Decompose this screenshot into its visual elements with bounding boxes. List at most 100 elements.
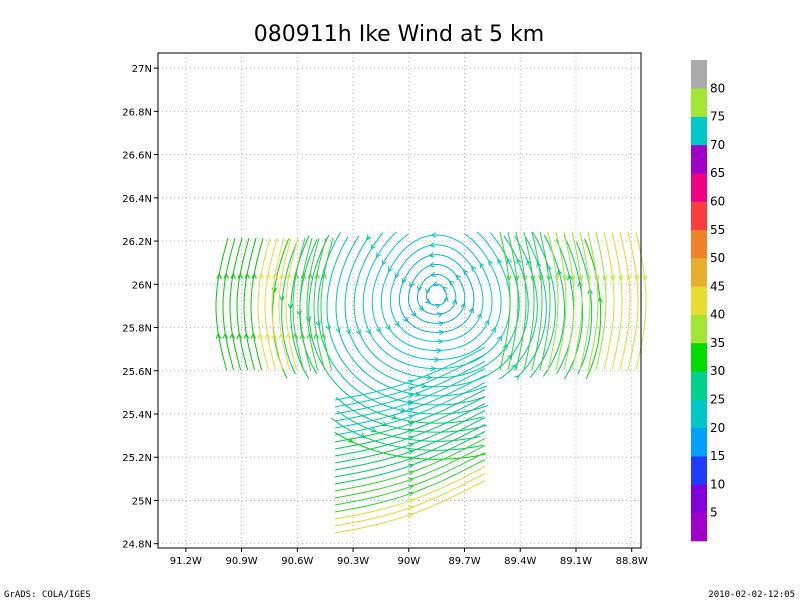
colorbar-label: 70 (710, 138, 725, 152)
x-tick-label: 91.2W (170, 556, 202, 567)
flow-arrow (243, 332, 250, 339)
colorbar-swatch (691, 286, 707, 315)
streamline (257, 237, 271, 371)
x-tick-label: 90W (397, 556, 420, 567)
x-tick-label: 89.1W (560, 556, 592, 567)
x-tick-label: 90.3W (337, 556, 369, 567)
flow-arrow (425, 288, 431, 295)
streamline (334, 445, 486, 499)
colorbar-swatch (691, 258, 707, 287)
flow-arrow (546, 275, 552, 282)
flow-arrow (416, 285, 423, 292)
colorbar-label: 25 (710, 393, 725, 407)
flow-arrow (407, 463, 415, 469)
colorbar-label: 30 (710, 364, 725, 378)
flow-arrow (497, 335, 503, 342)
x-tick-label: 88.8W (616, 556, 648, 567)
streamline (489, 232, 520, 296)
streamline (215, 237, 229, 371)
streamline (542, 295, 566, 377)
flow-arrow (554, 275, 560, 282)
streamline (320, 237, 334, 371)
flow-arrow (279, 295, 285, 302)
flow-arrow (286, 272, 292, 279)
streamline (278, 237, 292, 371)
flow-arrow (229, 332, 236, 339)
flow-arrow (578, 275, 584, 282)
flow-arrow (506, 257, 512, 264)
plot-frame (157, 52, 642, 549)
flow-arrow (437, 312, 444, 318)
flow-arrow (618, 275, 624, 282)
streamline (271, 237, 285, 371)
flow-arrow (470, 265, 477, 272)
streamline (292, 237, 306, 371)
streamline (499, 231, 511, 371)
flow-arrow (452, 298, 458, 305)
streamline (611, 231, 623, 371)
flow-arrow (428, 242, 435, 248)
flow-arrow (502, 344, 508, 351)
flow-arrow (335, 327, 341, 334)
flow-arrow (476, 312, 482, 319)
flow-arrow (401, 277, 407, 284)
streamline (334, 452, 486, 506)
flow-arrow (407, 386, 415, 392)
streamline (334, 389, 486, 443)
flow-arrow (602, 275, 608, 282)
flow-arrow (278, 332, 285, 339)
x-tick-label: 89.7W (448, 556, 480, 567)
y-tick-label: 26.6N (122, 151, 152, 162)
flow-arrow (407, 512, 415, 518)
flow-arrow (425, 298, 431, 305)
flow-arrow (223, 272, 229, 279)
streamline (285, 237, 299, 371)
flow-arrow (434, 303, 442, 309)
streamline (507, 231, 519, 371)
streamline (426, 283, 448, 306)
streamline (577, 295, 593, 375)
flow-arrow (325, 324, 331, 331)
streamline (334, 354, 486, 408)
colorbar-swatch (691, 427, 707, 457)
streamline (334, 424, 486, 478)
flow-arrow (411, 311, 417, 317)
streamline (579, 231, 591, 371)
flow-arrow (556, 269, 563, 276)
flow-arrow (407, 491, 415, 497)
flow-arrow (642, 275, 648, 282)
flow-arrow (432, 281, 439, 287)
streamline (584, 238, 601, 296)
colorbar-label: 35 (710, 336, 725, 350)
flow-arrow (313, 332, 320, 339)
flow-arrow (407, 449, 415, 455)
streamline (571, 231, 583, 371)
flow-arrow (455, 274, 462, 281)
streamline (272, 238, 290, 379)
streamline (503, 235, 529, 296)
streamline (627, 231, 639, 371)
colorbar-label: 5 (710, 506, 718, 520)
y-tick-label: 24.8N (122, 540, 152, 551)
flow-arrow (257, 332, 264, 339)
streamline (563, 231, 575, 371)
flow-arrow (506, 275, 512, 282)
flow-arrow (299, 332, 306, 339)
streamline (476, 231, 511, 296)
flow-arrow (407, 393, 415, 399)
y-tick-label: 26.4N (122, 194, 152, 205)
flow-arrow (407, 456, 415, 462)
colorbar-swatch (691, 201, 707, 231)
colorbar-label: 10 (710, 477, 725, 491)
streamline (603, 231, 615, 371)
flow-arrow (594, 275, 600, 282)
flow-arrow (222, 332, 229, 339)
streamline (334, 396, 486, 450)
flow-arrow (610, 275, 616, 282)
colorbar-swatch (691, 173, 707, 202)
flow-arrow (385, 324, 391, 331)
x-tick-label: 90.6W (281, 556, 313, 567)
flow-arrow (366, 234, 372, 241)
flow-arrow (215, 332, 222, 339)
